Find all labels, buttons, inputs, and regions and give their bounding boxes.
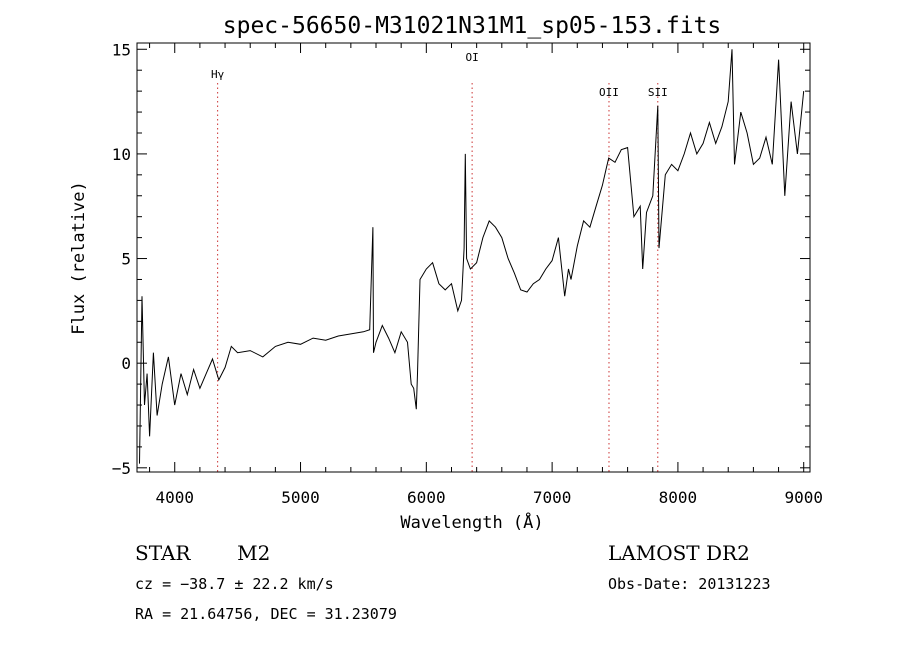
y-tick-label: 0: [121, 354, 131, 373]
plot-frame: [136, 42, 811, 473]
y-axis: −5 0 5 10 15: [112, 40, 810, 478]
spectral-line-label: OI: [465, 51, 478, 64]
y-tick-label: 15: [112, 40, 131, 59]
x-tick-label: 4000: [155, 488, 194, 507]
x-tick-label: 7000: [533, 488, 572, 507]
x-tick-label: 8000: [659, 488, 698, 507]
object-class-label: STAR: [135, 541, 191, 565]
spectral-line-markers: Hγ OI OII SII: [211, 51, 668, 472]
x-axis: 4000 5000 6000 7000 8000 9000: [149, 43, 823, 507]
x-tick-label: 5000: [281, 488, 320, 507]
x-axis-label: Wavelength (Å): [400, 511, 543, 533]
spectrum-line: [139, 49, 805, 464]
y-tick-label: 5: [121, 250, 131, 269]
object-subclass-label: M2: [237, 541, 271, 565]
coordinates-label: RA = 21.64756, DEC = 31.23079: [135, 605, 397, 623]
y-tick-label: −5: [112, 459, 131, 478]
spectral-line-label: SII: [648, 86, 668, 99]
y-tick-label: 10: [112, 145, 131, 164]
spectral-line-label: Hγ: [211, 68, 225, 81]
x-tick-label: 6000: [407, 488, 446, 507]
chart-title: spec-56650-M31021N31M1_sp05-153.fits: [223, 13, 722, 39]
y-axis-label: Flux (relative): [69, 181, 89, 335]
spectral-line-label: OII: [599, 86, 619, 99]
spectrum-series: [139, 49, 805, 464]
redshift-label: cz = −38.7 ± 22.2 km/s: [135, 575, 334, 593]
obs-date-label: Obs-Date: 20131223: [608, 575, 771, 593]
object-class: STAR M2: [135, 541, 270, 565]
survey-label: LAMOST DR2: [608, 541, 750, 565]
x-tick-label: 9000: [784, 488, 823, 507]
